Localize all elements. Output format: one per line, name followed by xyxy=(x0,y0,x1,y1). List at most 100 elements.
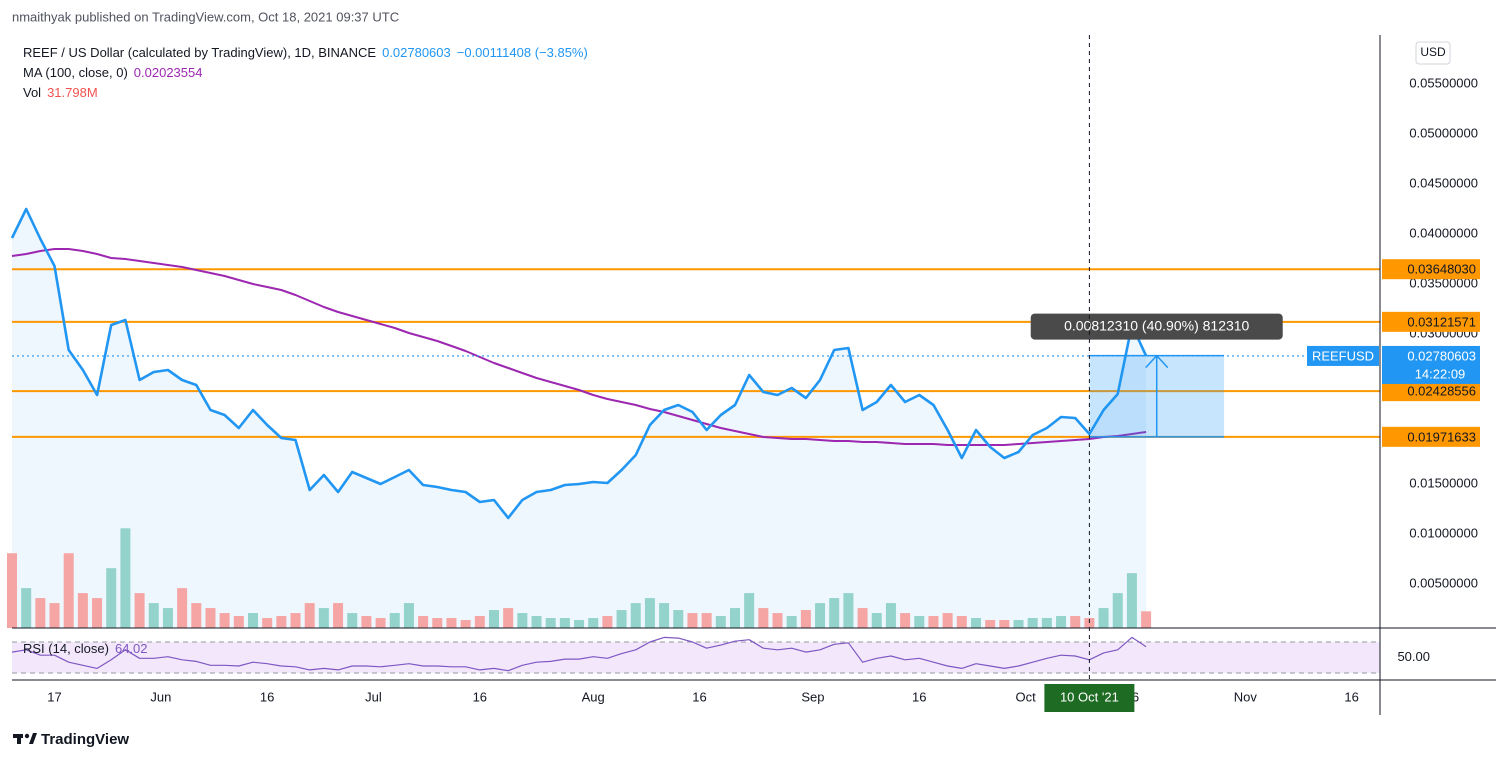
volume-bar xyxy=(985,620,996,628)
volume-bar xyxy=(432,618,443,628)
volume-bar xyxy=(659,603,670,628)
volume-bar xyxy=(503,608,514,628)
volume-bar xyxy=(35,598,46,628)
volume-bar xyxy=(177,588,188,628)
volume-bar xyxy=(956,616,967,628)
x-tick-label: Oct xyxy=(1015,689,1036,704)
y-tick-label: 0.04500000 xyxy=(1409,175,1478,190)
volume-bar xyxy=(1013,620,1024,628)
volume-bar xyxy=(559,618,570,628)
volume-bar xyxy=(446,618,457,628)
symbol-label: REEFUSD xyxy=(1312,348,1374,363)
volume-bar xyxy=(333,603,344,628)
footer-brand: TradingView xyxy=(41,731,129,748)
volume-bar xyxy=(729,608,740,628)
volume-bar xyxy=(1141,611,1152,628)
x-tick-label: Sep xyxy=(801,689,824,704)
legend-value: 64.02 xyxy=(114,641,148,656)
rsi-legend: RSI (14, close) 64.02 xyxy=(23,639,154,659)
volume-bar xyxy=(7,553,17,628)
x-tick-label: 16 xyxy=(692,689,706,704)
x-tick-label: Aug xyxy=(582,689,605,704)
volume-bar xyxy=(290,613,301,628)
volume-bar xyxy=(488,610,499,628)
y-tick-label: 0.05500000 xyxy=(1409,75,1478,90)
volume-bar xyxy=(914,616,925,628)
volume-bar xyxy=(942,613,953,628)
volume-bar xyxy=(829,598,840,628)
volume-bar xyxy=(517,613,528,628)
volume-bar xyxy=(715,616,726,628)
y-tick-label: 0.01000000 xyxy=(1409,525,1478,540)
volume-bar xyxy=(630,603,641,628)
crosshair-label-box xyxy=(1044,684,1135,712)
volume-bar xyxy=(843,593,854,628)
volume-bar xyxy=(460,620,471,628)
volume-bar xyxy=(1070,616,1081,628)
last-price-box xyxy=(1382,345,1480,384)
level-label-box xyxy=(1382,426,1480,447)
volume-bar xyxy=(63,553,74,628)
measure-label-box xyxy=(1030,313,1283,340)
crosshair-label: 10 Oct '21 xyxy=(1060,689,1119,704)
volume-bar xyxy=(1112,593,1123,628)
volume-bar xyxy=(701,613,712,628)
rsi-band-fill xyxy=(12,642,1380,674)
volume-bar xyxy=(474,616,485,628)
volume-bar xyxy=(786,616,797,628)
legend-name: REEF / US Dollar (calculated by TradingV… xyxy=(23,45,377,60)
volume-bar xyxy=(347,613,358,628)
volume-bar xyxy=(262,618,273,628)
x-tick-label: 17 xyxy=(47,689,61,704)
volume-bar xyxy=(758,608,769,628)
volume-bar xyxy=(205,608,216,628)
volume-bar xyxy=(970,618,981,628)
volume-bar xyxy=(49,603,60,628)
volume-bar xyxy=(92,598,103,628)
measure-label: 0.00812310 (40.90%) 812310 xyxy=(1064,317,1249,333)
volume-bar xyxy=(247,613,258,628)
volume-bar xyxy=(928,616,939,628)
volume-bar xyxy=(106,568,117,628)
volume-bar xyxy=(21,588,32,628)
rsi-line xyxy=(11,636,1147,672)
volume-bar xyxy=(1126,573,1137,628)
level-label-box xyxy=(1382,311,1480,332)
legend-change: −0.00111408 (−3.85%) xyxy=(456,45,588,60)
volume-bar xyxy=(800,610,811,628)
legend-name: MA (100, close, 0) xyxy=(23,65,128,80)
legend-value: 0.02780603 xyxy=(382,45,451,60)
volume-bar xyxy=(304,603,315,628)
volume-bar xyxy=(1056,616,1067,628)
x-tick-label: 16 xyxy=(912,689,926,704)
volume-bar xyxy=(1027,618,1038,628)
level-label: 0.03648030 xyxy=(1407,262,1476,277)
header: nmaithyak published on TradingView.com, … xyxy=(12,9,399,24)
legend-row: MA (100, close, 0) 0.02023554 xyxy=(23,63,594,83)
volume-bar xyxy=(871,613,882,628)
unit-button-label: USD xyxy=(1420,45,1446,59)
legend-row: Vol 31.798M xyxy=(23,83,594,103)
unit-button[interactable] xyxy=(1415,41,1451,65)
x-tick-label: Jun xyxy=(150,689,171,704)
volume-bar xyxy=(219,613,230,628)
volume-bar xyxy=(574,620,585,628)
level-label: 0.02428556 xyxy=(1407,384,1476,399)
x-tick-label: Jul xyxy=(365,689,382,704)
level-label: 0.01971633 xyxy=(1407,429,1476,444)
legend-value: 0.02023554 xyxy=(133,65,203,80)
y-tick-label: 0.00500000 xyxy=(1409,575,1478,590)
volume-bar xyxy=(673,610,684,628)
volume-bar xyxy=(389,613,400,628)
x-tick-label: 16 xyxy=(260,689,274,704)
rsi-tick-label: 50.00 xyxy=(1397,649,1430,664)
symbol-label-box xyxy=(1307,345,1379,366)
volume-bar xyxy=(900,613,911,628)
y-tick-label: 0.01500000 xyxy=(1409,475,1478,490)
volume-bar xyxy=(191,603,202,628)
volume-bar xyxy=(772,613,783,628)
level-label-box xyxy=(1382,259,1480,280)
volume-bar xyxy=(134,593,145,628)
measure-arrowhead xyxy=(1145,354,1169,369)
